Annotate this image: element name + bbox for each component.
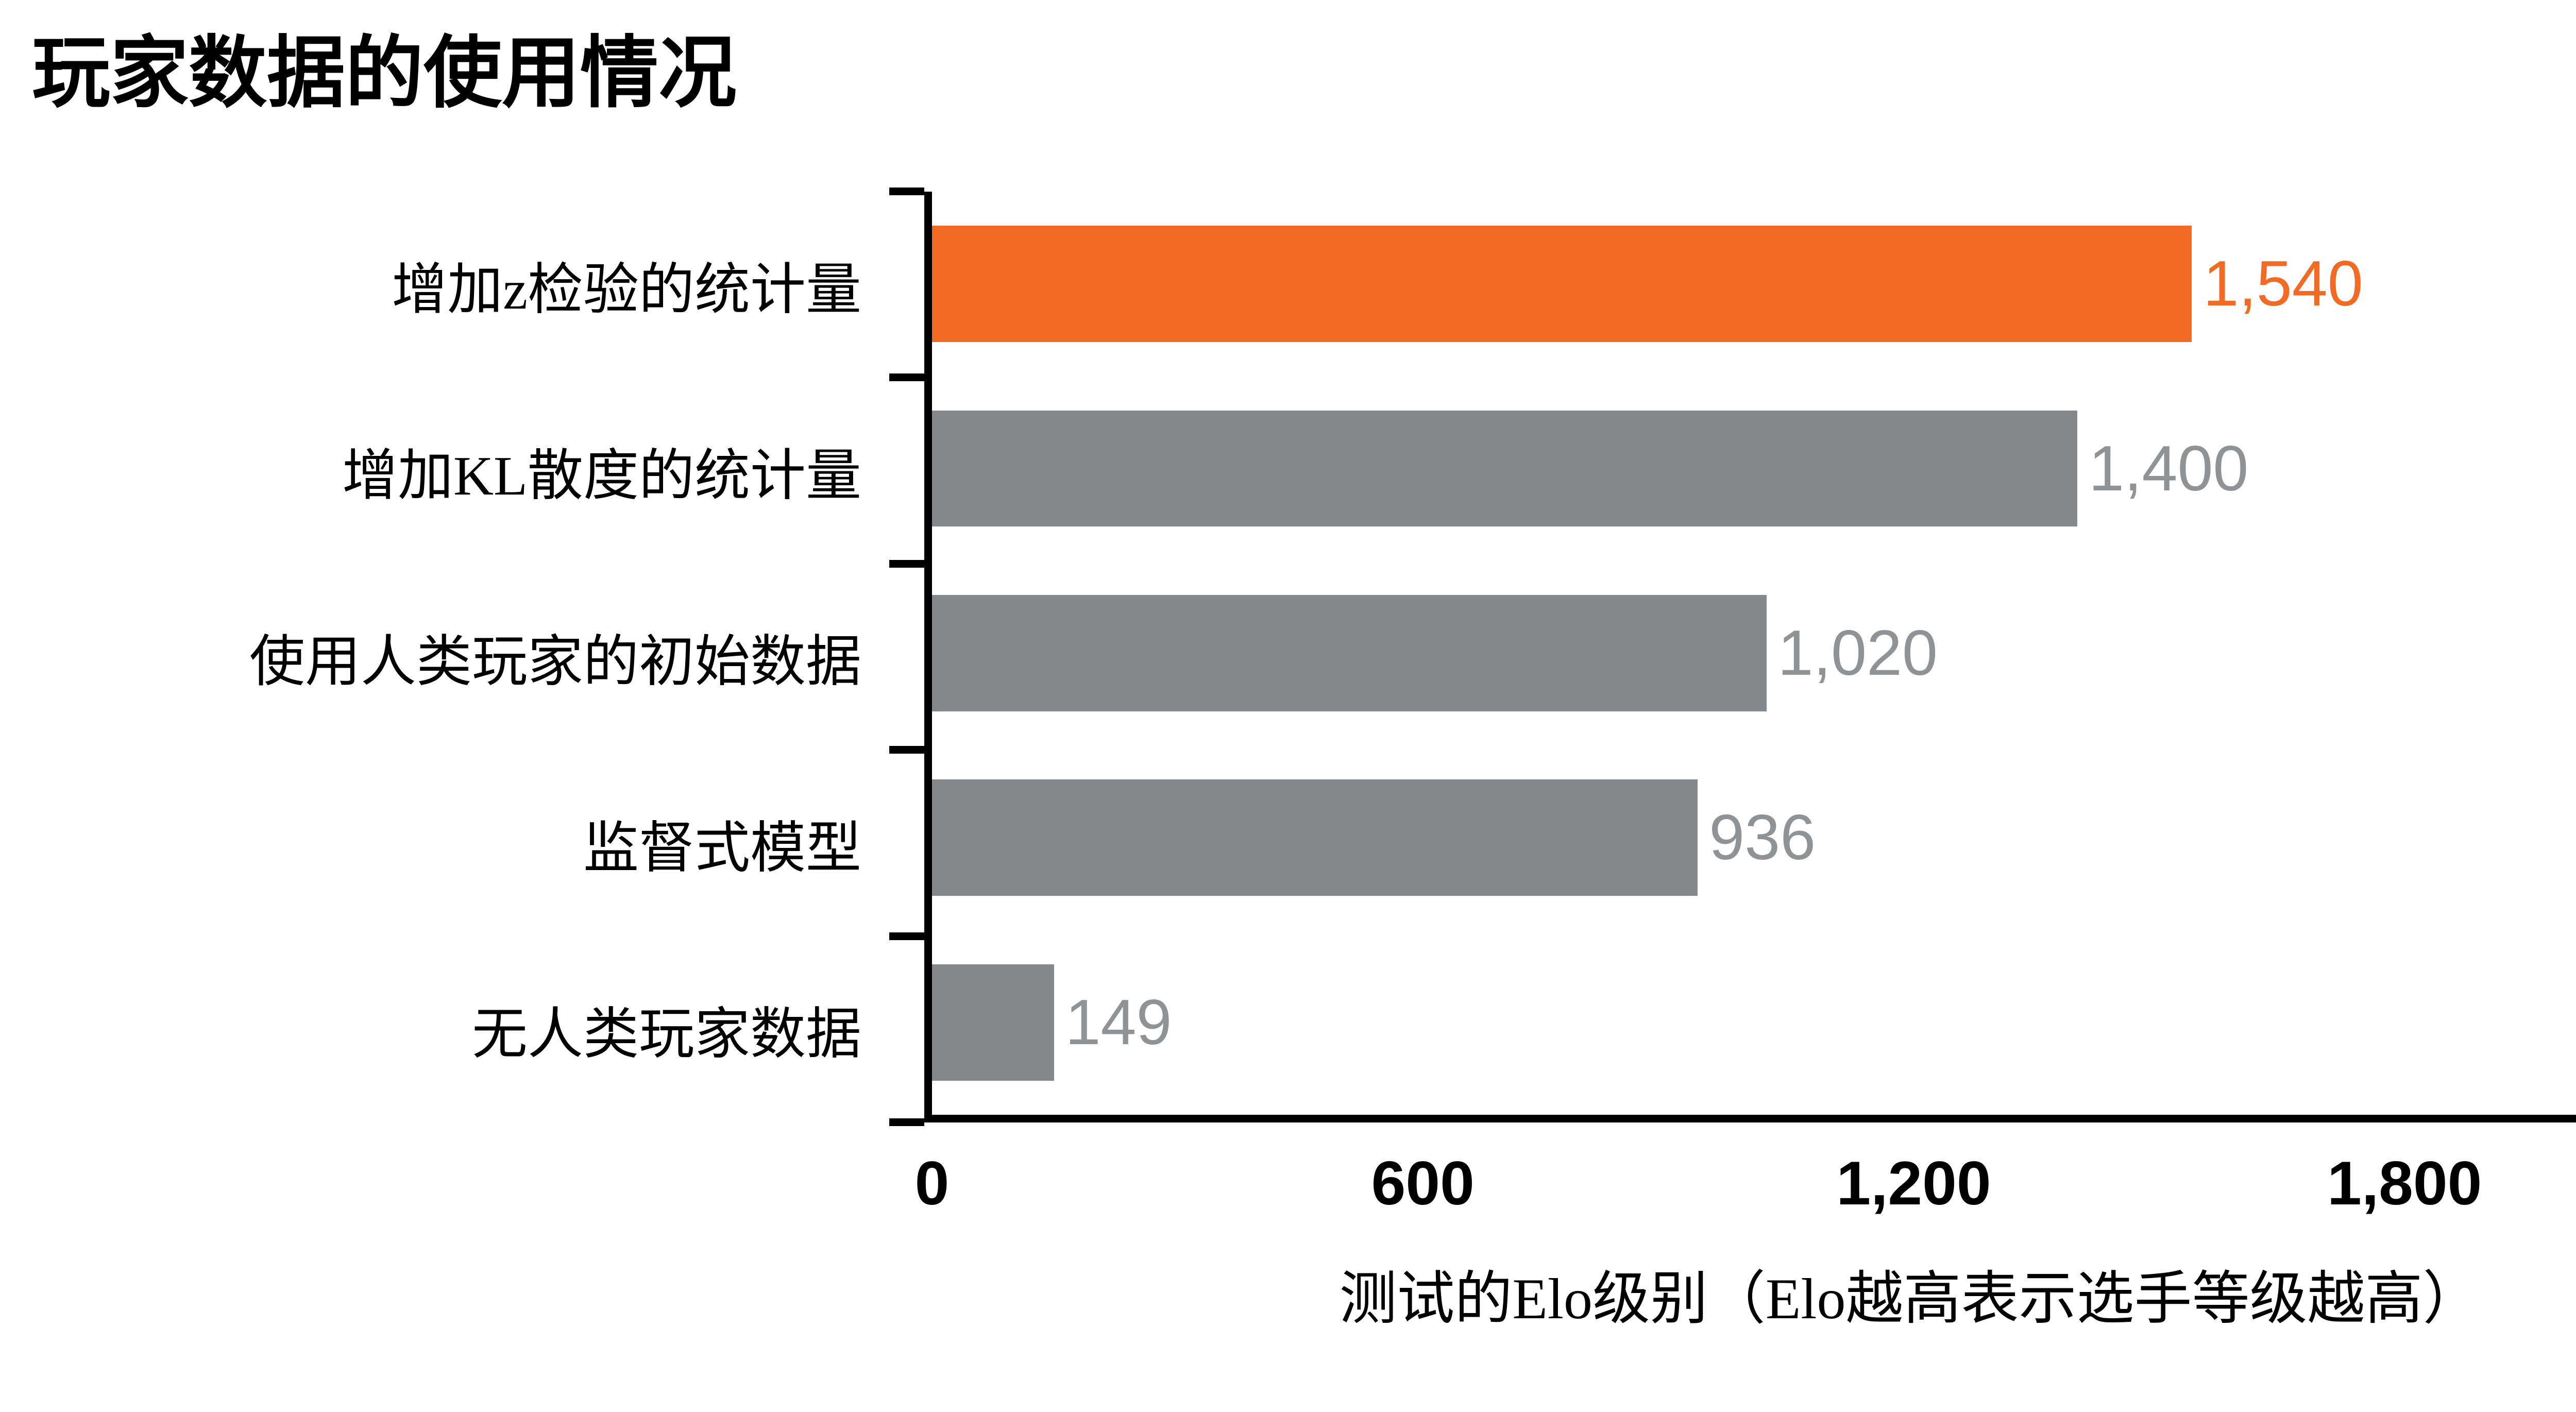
y-axis-tick: [889, 373, 924, 382]
category-label: 监督式模型: [583, 818, 861, 879]
bar-row: 1,540: [932, 192, 2576, 376]
value-label: 936: [1709, 802, 1816, 874]
category-label: 增加z检验的统计量: [392, 259, 861, 321]
bar: [932, 410, 2078, 527]
x-tick-label: 1,200: [1836, 1149, 1991, 1218]
x-tick-label: 600: [1371, 1149, 1475, 1218]
y-axis-tick: [889, 932, 924, 940]
bar: [932, 226, 2192, 343]
y-axis-tick: [889, 746, 924, 754]
bar-row: 1,400: [932, 376, 2576, 560]
bar: [932, 964, 1054, 1081]
y-axis-tick: [889, 1118, 924, 1126]
chart-title: 玩家数据的使用情况: [32, 30, 737, 117]
bar: [932, 779, 1698, 896]
y-axis-tick: [889, 559, 924, 568]
value-label: 1,400: [2089, 433, 2249, 504]
value-label: 1,540: [2203, 248, 2363, 320]
y-axis-tick: [889, 188, 924, 195]
bar: [932, 595, 1767, 711]
bar-row: 1,020: [932, 561, 2576, 745]
value-label: 1,020: [1777, 617, 1938, 689]
x-tick-label: 1,800: [2327, 1149, 2482, 1218]
plot-area: 1,540 1,400 1,020 936 149: [924, 192, 2576, 1122]
category-label: 增加KL散度的统计量: [342, 446, 861, 507]
bar-row: 149: [932, 930, 2576, 1115]
category-label: 无人类玩家数据: [471, 1004, 861, 1066]
x-axis-label: 测试的Elo级别（Elo越高表示选手等级越高）: [1339, 1267, 2481, 1331]
category-label: 使用人类玩家的初始数据: [249, 632, 861, 693]
category-labels: 增加z检验的统计量增加KL散度的统计量使用人类玩家的初始数据监督式模型无人类玩家…: [0, 192, 891, 1122]
y-ticks: [889, 188, 924, 1126]
value-label: 149: [1065, 986, 1172, 1058]
x-tick-label: 0: [914, 1149, 950, 1218]
bar-row: 936: [932, 745, 2576, 930]
